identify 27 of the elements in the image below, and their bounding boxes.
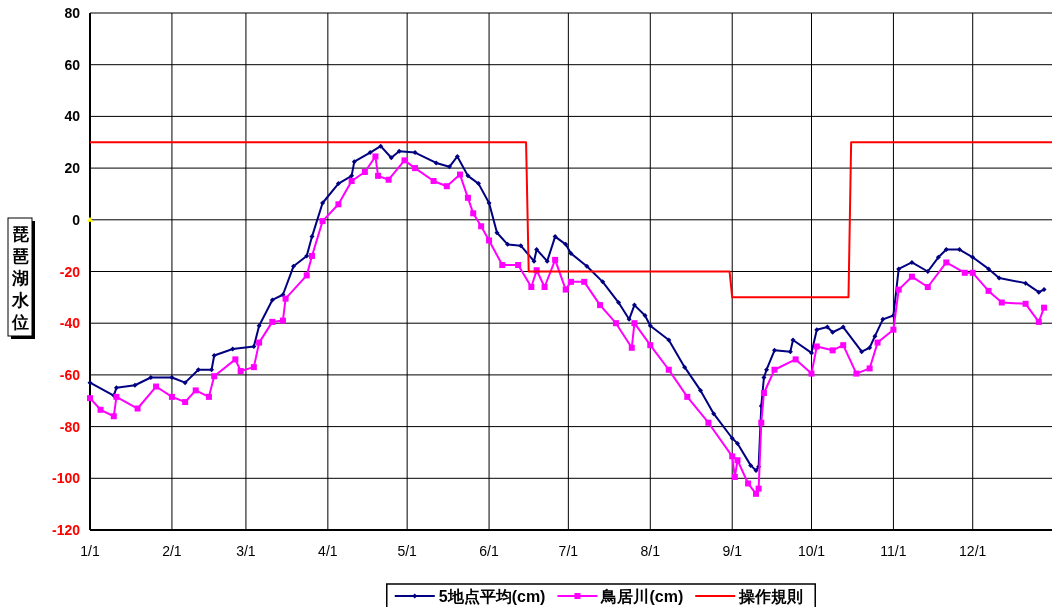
x-tick-label: 4/1 <box>318 543 338 559</box>
y-tick-label: -80 <box>59 418 81 435</box>
x-tick-label: 8/1 <box>640 543 661 559</box>
y-tick-label: -40 <box>59 315 81 332</box>
x-tick-label: 3/1 <box>236 543 256 559</box>
legend-label: 鳥居川(cm) <box>600 588 684 605</box>
x-tick-label: 12/1 <box>959 543 987 559</box>
ylabel: 琵琶湖水位 <box>11 225 29 332</box>
x-tick-label: 7/1 <box>558 543 579 559</box>
x-tick-label: 9/1 <box>722 543 743 559</box>
x-tick-label: 10/1 <box>797 543 826 559</box>
legend-label: 操作規則 <box>738 588 804 605</box>
y-tick-label: 80 <box>64 5 81 21</box>
x-tick-label: 11/1 <box>880 543 907 559</box>
x-tick-label: 6/1 <box>479 543 500 559</box>
legend-label: 5地点平均(cm) <box>438 588 546 606</box>
y-tick-label: 60 <box>64 56 81 73</box>
y-tick-label: -120 <box>51 522 81 538</box>
y-tick-label: 0 <box>72 211 81 228</box>
x-tick-label: 1/1 <box>80 543 100 559</box>
y-tick-label: -60 <box>59 366 81 383</box>
y-tick-label: -100 <box>51 470 81 487</box>
x-tick-label: 5/1 <box>397 543 418 559</box>
x-tick-label: 2/1 <box>162 543 182 559</box>
y-tick-label: -20 <box>59 263 81 280</box>
y-tick-label: 20 <box>64 160 81 177</box>
y-tick-label: 40 <box>64 108 81 125</box>
